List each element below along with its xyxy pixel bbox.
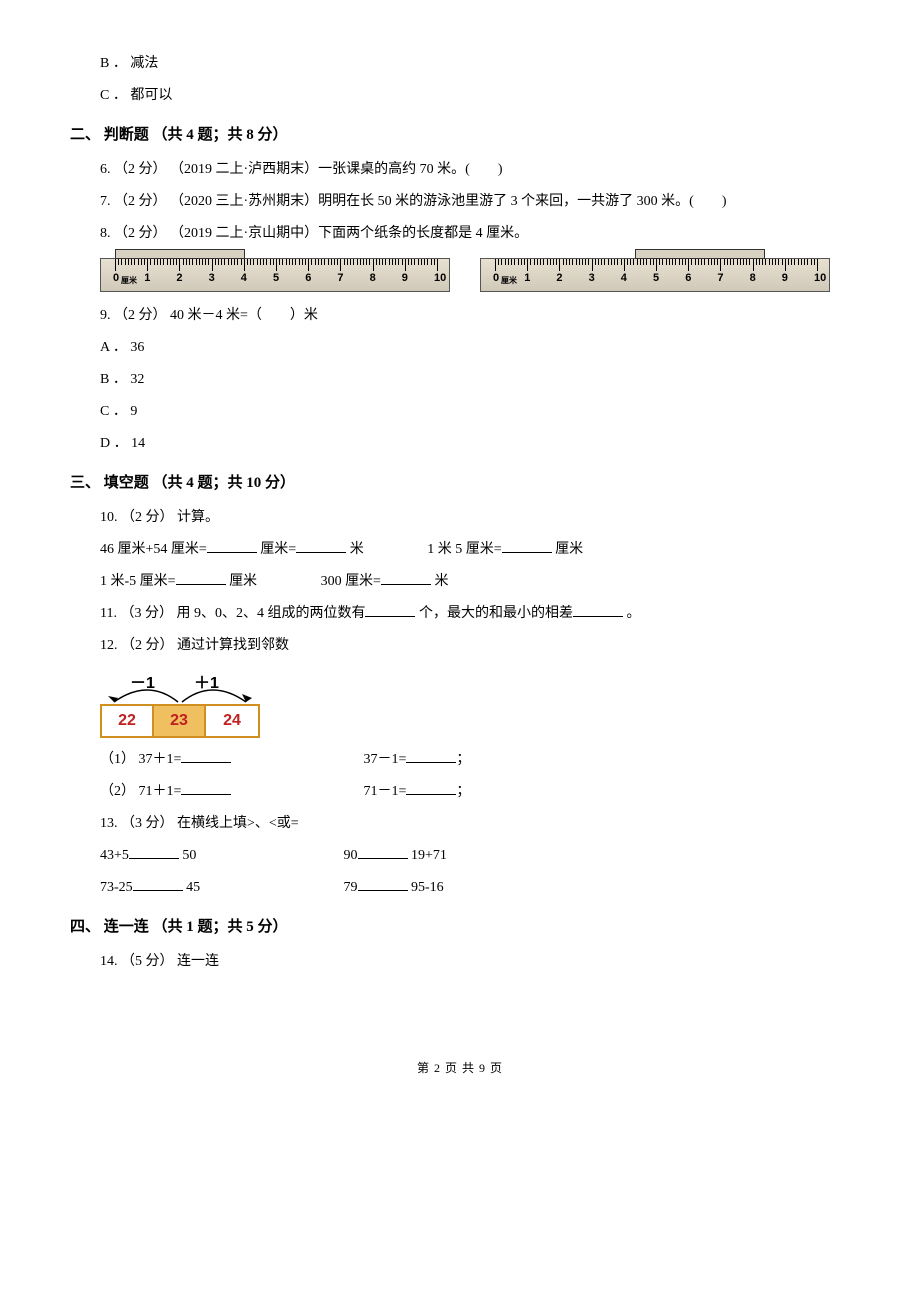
question-7: 7. （2 分） （2020 三上·苏州期末）明明在长 50 米的游泳池里游了 …	[100, 188, 850, 216]
q13-d2: 95-16	[411, 880, 444, 895]
q13-row1: 43+5 50 90 19+71	[100, 842, 850, 870]
blank	[406, 749, 456, 763]
q10-part1: 46 厘米+54 厘米= 厘米= 米 1 米 5 厘米= 厘米	[100, 536, 850, 564]
q10-p1-left: 46 厘米+54 厘米=	[100, 542, 207, 557]
ruler-2: 厘米012345678910	[480, 258, 830, 292]
neighbor-diagram: －1 ＋1 22 23 24	[100, 668, 850, 738]
blank	[365, 603, 415, 617]
blank	[181, 749, 231, 763]
q13-row2: 73-25 45 79 95-16	[100, 874, 850, 902]
q10-p3-right: 厘米	[229, 574, 257, 589]
ruler-1: 厘米012345678910	[100, 258, 450, 292]
q13-b2: 19+71	[411, 848, 447, 863]
semi: ；	[456, 752, 470, 767]
question-12: 12. （2 分） 通过计算找到邻数	[100, 632, 850, 660]
question-9: 9. （2 分） 40 米－4 米=（ ）米	[100, 302, 850, 330]
q10-p1-mid: 厘米=	[260, 542, 296, 557]
blank	[181, 781, 231, 795]
q10-p3-left: 1 米-5 厘米=	[100, 574, 176, 589]
q10-part2: 1 米-5 厘米= 厘米 300 厘米= 米	[100, 568, 850, 596]
question-10: 10. （2 分） 计算。	[100, 504, 850, 532]
q10-p2-right: 厘米	[555, 542, 583, 557]
q12-p2b: 71－1=	[364, 784, 407, 799]
blank	[176, 571, 226, 585]
q10-p2-left: 1 米 5 厘米=	[427, 542, 501, 557]
section-4-heading: 四、 连一连 （共 1 题；共 5 分）	[70, 912, 850, 942]
q10-p4-right: 米	[434, 574, 448, 589]
q11-mid: 个，最大的和最小的相差	[419, 606, 573, 621]
q9-option-b: B ． 32	[100, 366, 850, 394]
question-13: 13. （3 分） 在横线上填>、<或=	[100, 810, 850, 838]
neighbor-box-right: 24	[206, 706, 258, 736]
blank	[207, 539, 257, 553]
q12-p2a: （2） 71＋1=	[100, 784, 181, 799]
q11-pre: 11. （3 分） 用 9、0、2、4 组成的两位数有	[100, 606, 365, 621]
q9-option-c: C ． 9	[100, 398, 850, 426]
q12-part2: （2） 71＋1= 71－1= ；	[100, 778, 850, 806]
q13-b1: 90	[344, 848, 358, 863]
q9-option-a: A ． 36	[100, 334, 850, 362]
question-14: 14. （5 分） 连一连	[100, 948, 850, 976]
question-8: 8. （2 分） （2019 二上·京山期中）下面两个纸条的长度都是 4 厘米。	[100, 220, 850, 248]
blank	[573, 603, 623, 617]
q10-p4-left: 300 厘米=	[321, 574, 381, 589]
blank	[381, 571, 431, 585]
q13-a2: 50	[182, 848, 196, 863]
section-2-heading: 二、 判断题 （共 4 题；共 8 分）	[70, 120, 850, 150]
q12-p1a: （1） 37＋1=	[100, 752, 181, 767]
blank	[406, 781, 456, 795]
option-c: C ． 都可以	[100, 82, 850, 110]
blank	[358, 877, 408, 891]
q13-c2: 45	[186, 880, 200, 895]
q12-p1b: 37－1=	[364, 752, 407, 767]
ruler-row: 厘米012345678910 厘米012345678910	[100, 258, 850, 292]
section-3-heading: 三、 填空题 （共 4 题；共 10 分）	[70, 468, 850, 498]
page-footer: 第 2 页 共 9 页	[70, 1056, 850, 1080]
neighbor-box-mid: 23	[154, 706, 206, 736]
blank	[129, 845, 179, 859]
q9-option-d: D ． 14	[100, 430, 850, 458]
blank	[358, 845, 408, 859]
q11-post: 。	[626, 606, 640, 621]
q12-part1: （1） 37＋1= 37－1= ；	[100, 746, 850, 774]
blank	[296, 539, 346, 553]
q13-c1: 73-25	[100, 880, 133, 895]
question-6: 6. （2 分） （2019 二上·泸西期末）一张课桌的高约 70 米。( )	[100, 156, 850, 184]
q13-d1: 79	[344, 880, 358, 895]
blank	[502, 539, 552, 553]
q13-a1: 43+5	[100, 848, 129, 863]
arrows-svg	[100, 684, 260, 706]
question-11: 11. （3 分） 用 9、0、2、4 组成的两位数有 个，最大的和最小的相差 …	[100, 600, 850, 628]
neighbor-box-left: 22	[102, 706, 154, 736]
blank	[133, 877, 183, 891]
option-b: B ． 减法	[100, 50, 850, 78]
semi: ；	[456, 784, 470, 799]
q10-p1-right: 米	[350, 542, 364, 557]
